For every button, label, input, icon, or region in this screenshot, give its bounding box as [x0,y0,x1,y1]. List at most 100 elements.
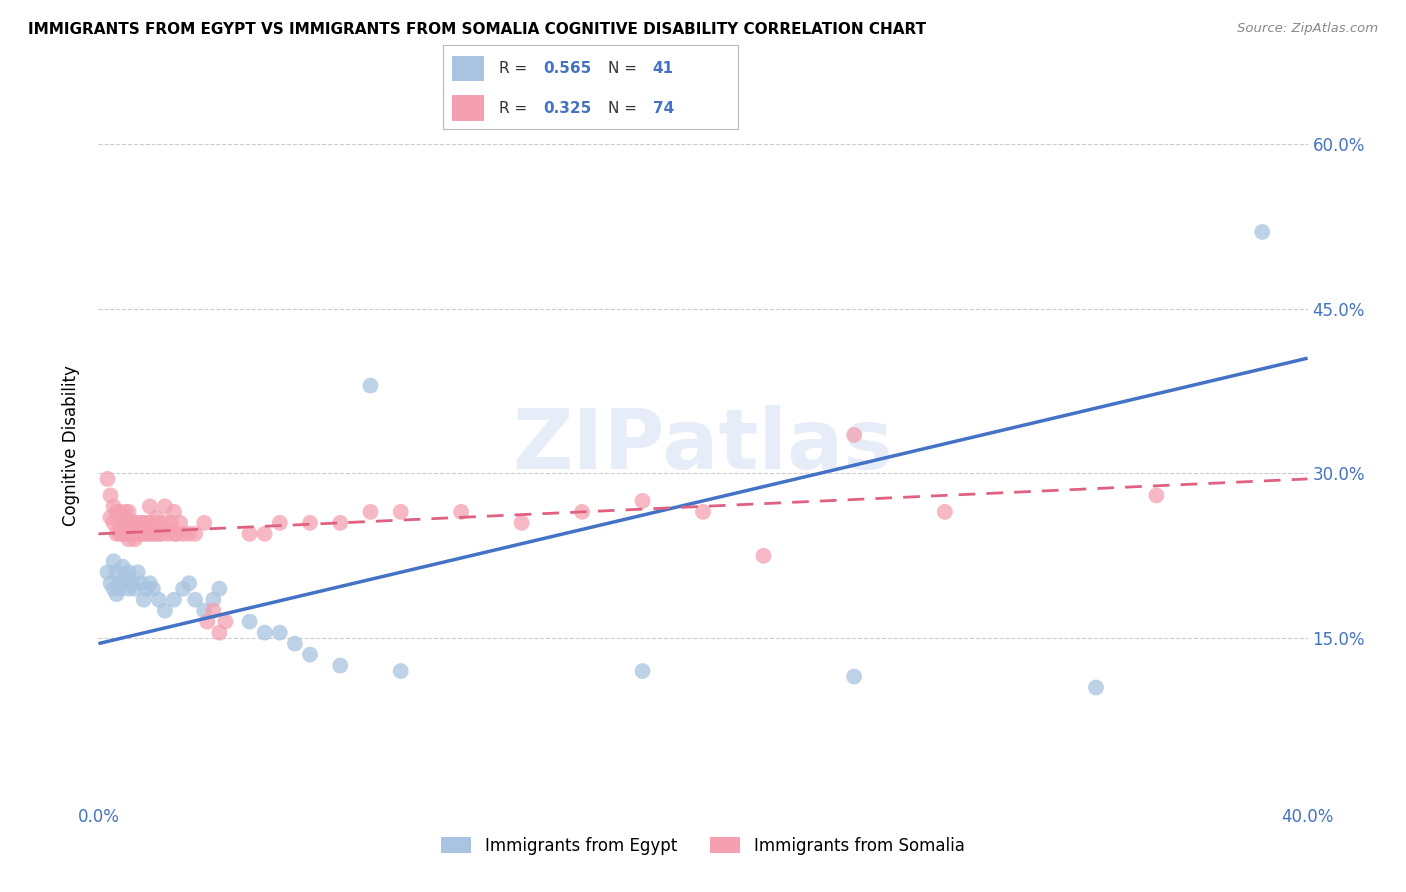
Point [752,549,775,563]
Point [148,516,170,530]
Point [184,526,207,541]
Point [129,526,152,541]
Point [239,526,262,541]
Text: Source: ZipAtlas.com: Source: ZipAtlas.com [1237,22,1378,36]
Point [253,625,276,640]
Point [118,582,141,596]
Point [129,516,152,530]
Point [118,505,141,519]
Point [129,576,152,591]
Point [108,526,131,541]
Point [108,576,131,591]
Point [299,648,322,662]
Point [360,378,382,392]
Point [631,494,654,508]
Point [510,516,533,530]
FancyBboxPatch shape [451,95,484,120]
Point [156,526,179,541]
Point [145,526,167,541]
Point [111,559,134,574]
Text: N =: N = [609,101,643,116]
Point [132,516,155,530]
Point [239,615,262,629]
Text: ZIPatlas: ZIPatlas [513,406,893,486]
Point [118,566,141,580]
Point [127,566,149,580]
Point [208,582,231,596]
Point [179,526,201,541]
Point [114,516,136,530]
Point [202,604,225,618]
Text: 74: 74 [652,101,673,116]
Point [121,576,143,591]
Point [105,505,128,519]
Point [142,582,165,596]
Point [269,625,291,640]
Point [844,428,866,442]
Point [121,526,143,541]
Point [96,566,118,580]
Point [142,526,165,541]
Text: R =: R = [499,101,531,116]
Point [111,526,134,541]
Point [111,510,134,524]
Point [100,576,122,591]
Text: 0.325: 0.325 [543,101,592,116]
Point [214,615,236,629]
FancyBboxPatch shape [451,55,484,81]
Point [329,658,352,673]
Text: R =: R = [499,61,531,76]
Point [169,516,191,530]
Point [153,500,176,514]
Point [103,500,125,514]
Point [202,592,225,607]
Text: 41: 41 [652,61,673,76]
Point [844,669,866,683]
Point [148,592,170,607]
Text: N =: N = [609,61,643,76]
Point [114,505,136,519]
Point [96,472,118,486]
Y-axis label: Cognitive Disability: Cognitive Disability [62,366,80,526]
Point [269,516,291,530]
Legend: Immigrants from Egypt, Immigrants from Somalia: Immigrants from Egypt, Immigrants from S… [441,837,965,855]
Point [103,554,125,568]
Point [108,582,131,596]
Point [118,533,141,547]
Point [103,516,125,530]
Point [105,587,128,601]
Point [100,488,122,502]
Point [389,664,412,678]
Point [389,505,412,519]
Point [124,582,146,596]
Point [135,582,157,596]
Point [329,516,352,530]
Point [118,526,141,541]
Point [105,526,128,541]
Point [142,516,165,530]
Point [163,505,186,519]
Point [153,516,176,530]
Point [166,526,188,541]
Point [148,526,170,541]
Point [284,637,307,651]
Point [127,526,149,541]
Point [179,576,201,591]
Point [132,526,155,541]
Point [153,604,176,618]
Point [108,516,131,530]
Point [1251,225,1274,239]
Point [195,615,218,629]
Point [132,592,155,607]
Point [127,516,149,530]
Point [124,516,146,530]
Point [934,505,956,519]
Point [114,571,136,585]
Point [1144,488,1167,502]
Point [299,516,322,530]
Point [103,582,125,596]
Point [135,516,157,530]
Point [692,505,714,519]
Point [114,526,136,541]
Point [118,516,141,530]
